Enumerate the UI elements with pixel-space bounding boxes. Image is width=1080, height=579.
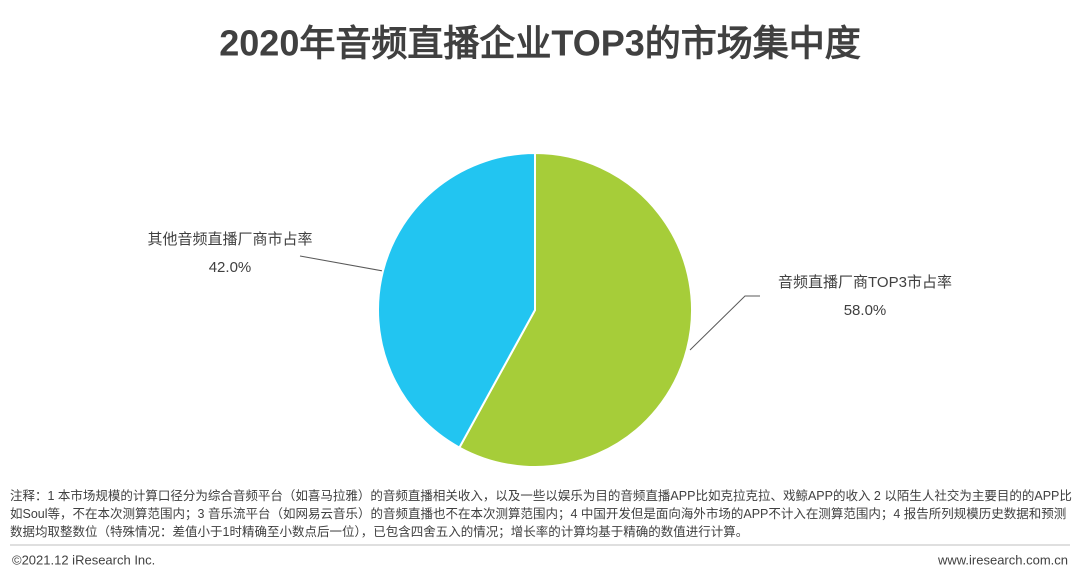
leader-line	[689, 295, 760, 351]
leader-line	[299, 255, 384, 272]
pie-slice	[458, 151, 693, 468]
chart-title: 2020年音频直播企业TOP3的市场集中度	[219, 23, 860, 64]
footer-right: www.iresearch.com.cn	[937, 552, 1068, 567]
value-label: 42.0%	[209, 259, 252, 276]
pie-slice	[377, 151, 536, 449]
note: 注释：1 本市场规模的计算口径分为综合音频平台（如喜马拉雅）的音频直播相关收入，…	[10, 489, 1072, 539]
value-label: 58.0%	[844, 302, 887, 319]
slice-label: 音频直播厂商TOP3市占率	[778, 274, 952, 291]
slice-label: 其他音频直播厂商市占率	[147, 231, 312, 248]
footer-left: ©2021.12 iResearch Inc.	[12, 552, 155, 567]
